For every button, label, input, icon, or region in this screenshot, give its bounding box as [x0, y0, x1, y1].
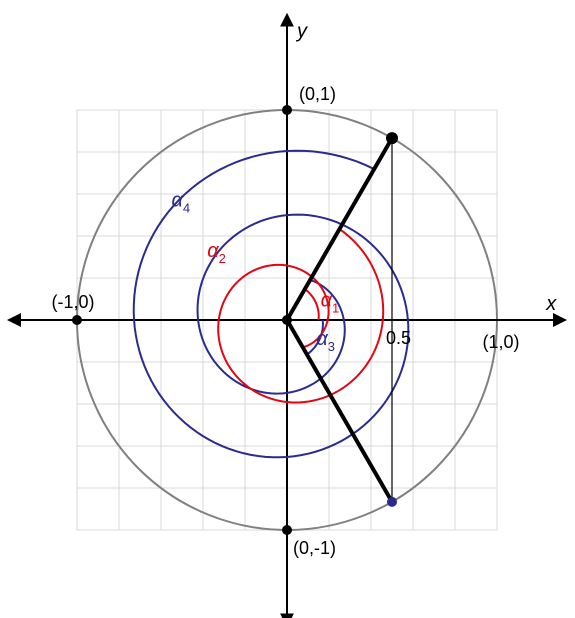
point-P_upper — [386, 132, 398, 144]
label-west: (-1,0) — [51, 292, 94, 312]
y-axis-label: y — [295, 21, 308, 43]
terminal-ray-upper — [287, 138, 392, 320]
label-east: (1,0) — [482, 332, 519, 352]
x-axis-label: x — [545, 293, 557, 315]
alpha-label-a1: α1 — [321, 289, 340, 315]
label-x-half: 0.5 — [386, 328, 411, 348]
point-north — [282, 105, 292, 115]
point-origin — [282, 315, 292, 325]
point-south — [282, 525, 292, 535]
alpha-arc-a1 — [305, 289, 319, 320]
point-P_lower — [387, 497, 397, 507]
alpha-arc-a2 — [218, 229, 383, 402]
unit-circle-diagram: xy(0,1)(0,-1)(-1,0)(1,0)0.5α1α2α3α4 — [0, 0, 575, 618]
label-north: (0,1) — [299, 84, 336, 104]
alpha-label-a3: α3 — [316, 328, 335, 354]
label-south: (0,-1) — [293, 538, 336, 558]
point-west — [72, 315, 82, 325]
